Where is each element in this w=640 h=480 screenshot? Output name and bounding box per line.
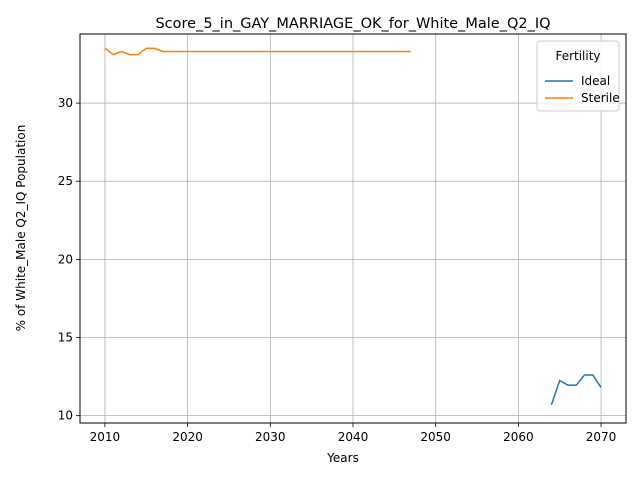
x-tick-label: 2030: [255, 430, 286, 444]
x-tick-label: 2050: [420, 430, 451, 444]
y-tick-label: 15: [58, 331, 73, 345]
series-layer: [104, 47, 602, 405]
axis-ticks: 2010 2020 2030 2040 2050 2060 2070 10 15 20 25 30: [58, 96, 617, 444]
y-tick-label: 20: [58, 252, 73, 266]
y-tick-label: 30: [58, 96, 73, 110]
legend-box: [536, 40, 620, 112]
series-line-ideal: [550, 374, 602, 405]
legend-label-ideal: Ideal: [581, 74, 610, 88]
y-tick-label: 10: [58, 409, 73, 423]
x-tick-label: 2010: [90, 430, 121, 444]
x-tick-label: 2020: [172, 430, 203, 444]
x-tick-label: 2070: [586, 430, 617, 444]
series-line-sterile: [104, 47, 411, 56]
x-axis-label: Years: [326, 451, 359, 465]
grid-lines: [80, 34, 626, 423]
x-tick-label: 2060: [503, 430, 534, 444]
legend-label-sterile: Sterile: [581, 91, 620, 105]
legend: Fertility Ideal Sterile: [536, 40, 620, 112]
x-tick-label: 2040: [338, 430, 369, 444]
chart-title: Score_5_in_GAY_MARRIAGE_OK_for_White_Mal…: [155, 16, 550, 32]
y-axis-label: % of White_Male Q2_IQ Population: [14, 125, 28, 332]
legend-title: Fertility: [555, 49, 600, 63]
y-tick-label: 25: [58, 174, 73, 188]
